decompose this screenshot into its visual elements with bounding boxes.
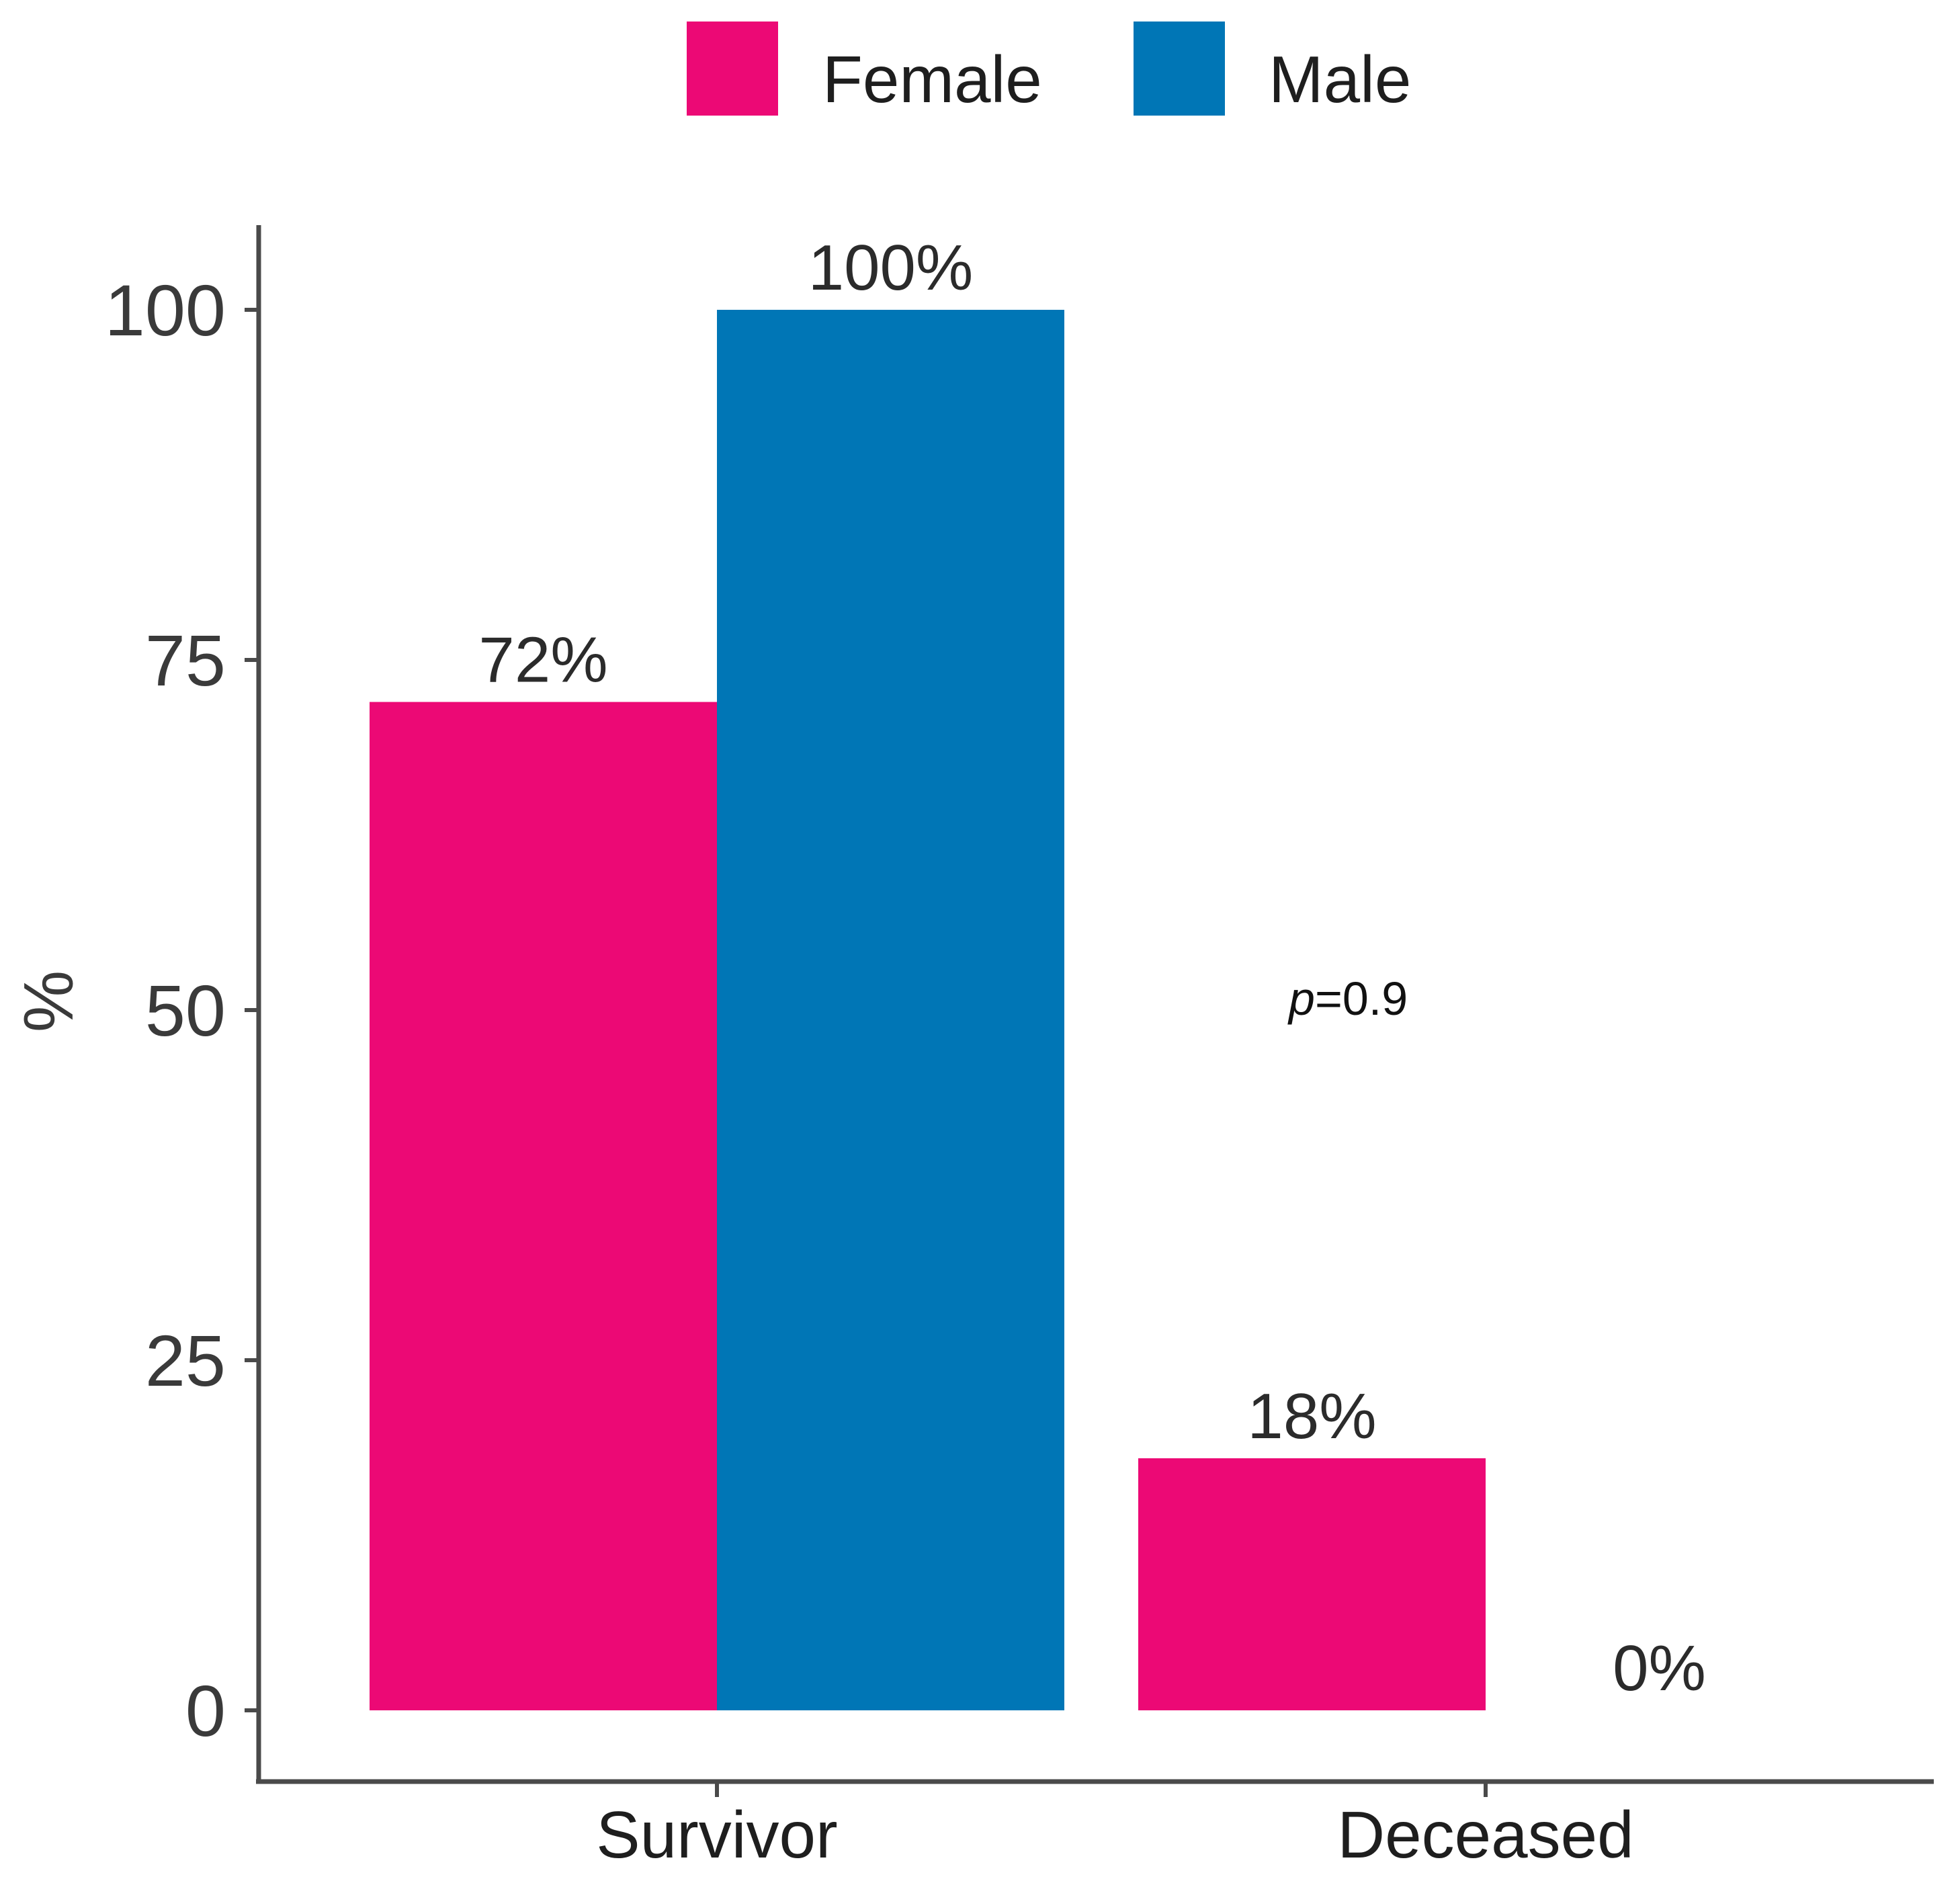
y-tick-label: 0 — [185, 1670, 226, 1751]
x-category-label: Deceased — [1337, 1798, 1633, 1872]
bar-male-survivor — [717, 310, 1064, 1710]
legend-swatch-male — [1134, 22, 1225, 116]
data-label-female-deceased: 18% — [1247, 1380, 1376, 1452]
legend-swatch-female — [687, 22, 778, 116]
bar-female-survivor — [370, 702, 717, 1710]
bar-female-deceased — [1138, 1458, 1486, 1710]
data-label-male-survivor: 100% — [808, 232, 974, 304]
data-label-male-deceased: 0% — [1613, 1632, 1706, 1704]
legend: Female Male — [687, 22, 1411, 116]
legend-label-female: Female — [822, 42, 1042, 116]
y-tick-label: 25 — [145, 1320, 226, 1401]
data-labels: 72% 100% 18% 0% — [478, 232, 1705, 1704]
x-category-label: Survivor — [596, 1798, 837, 1872]
x-axis-ticks: Survivor Deceased — [596, 1782, 1634, 1872]
y-tick-label: 50 — [145, 970, 226, 1051]
y-axis-label: % — [10, 970, 88, 1032]
p-value-symbol: p — [1287, 972, 1315, 1025]
y-tick-label: 100 — [105, 269, 226, 351]
bar-series — [370, 310, 1486, 1710]
legend-label-male: Male — [1269, 42, 1411, 116]
data-label-female-survivor: 72% — [478, 624, 607, 696]
p-value-text: =0.9 — [1315, 972, 1408, 1025]
p-value-annotation: p=0.9 — [1287, 972, 1408, 1025]
y-tick-label: 75 — [145, 620, 226, 701]
y-axis-ticks: 0 25 50 75 100 — [105, 269, 259, 1751]
